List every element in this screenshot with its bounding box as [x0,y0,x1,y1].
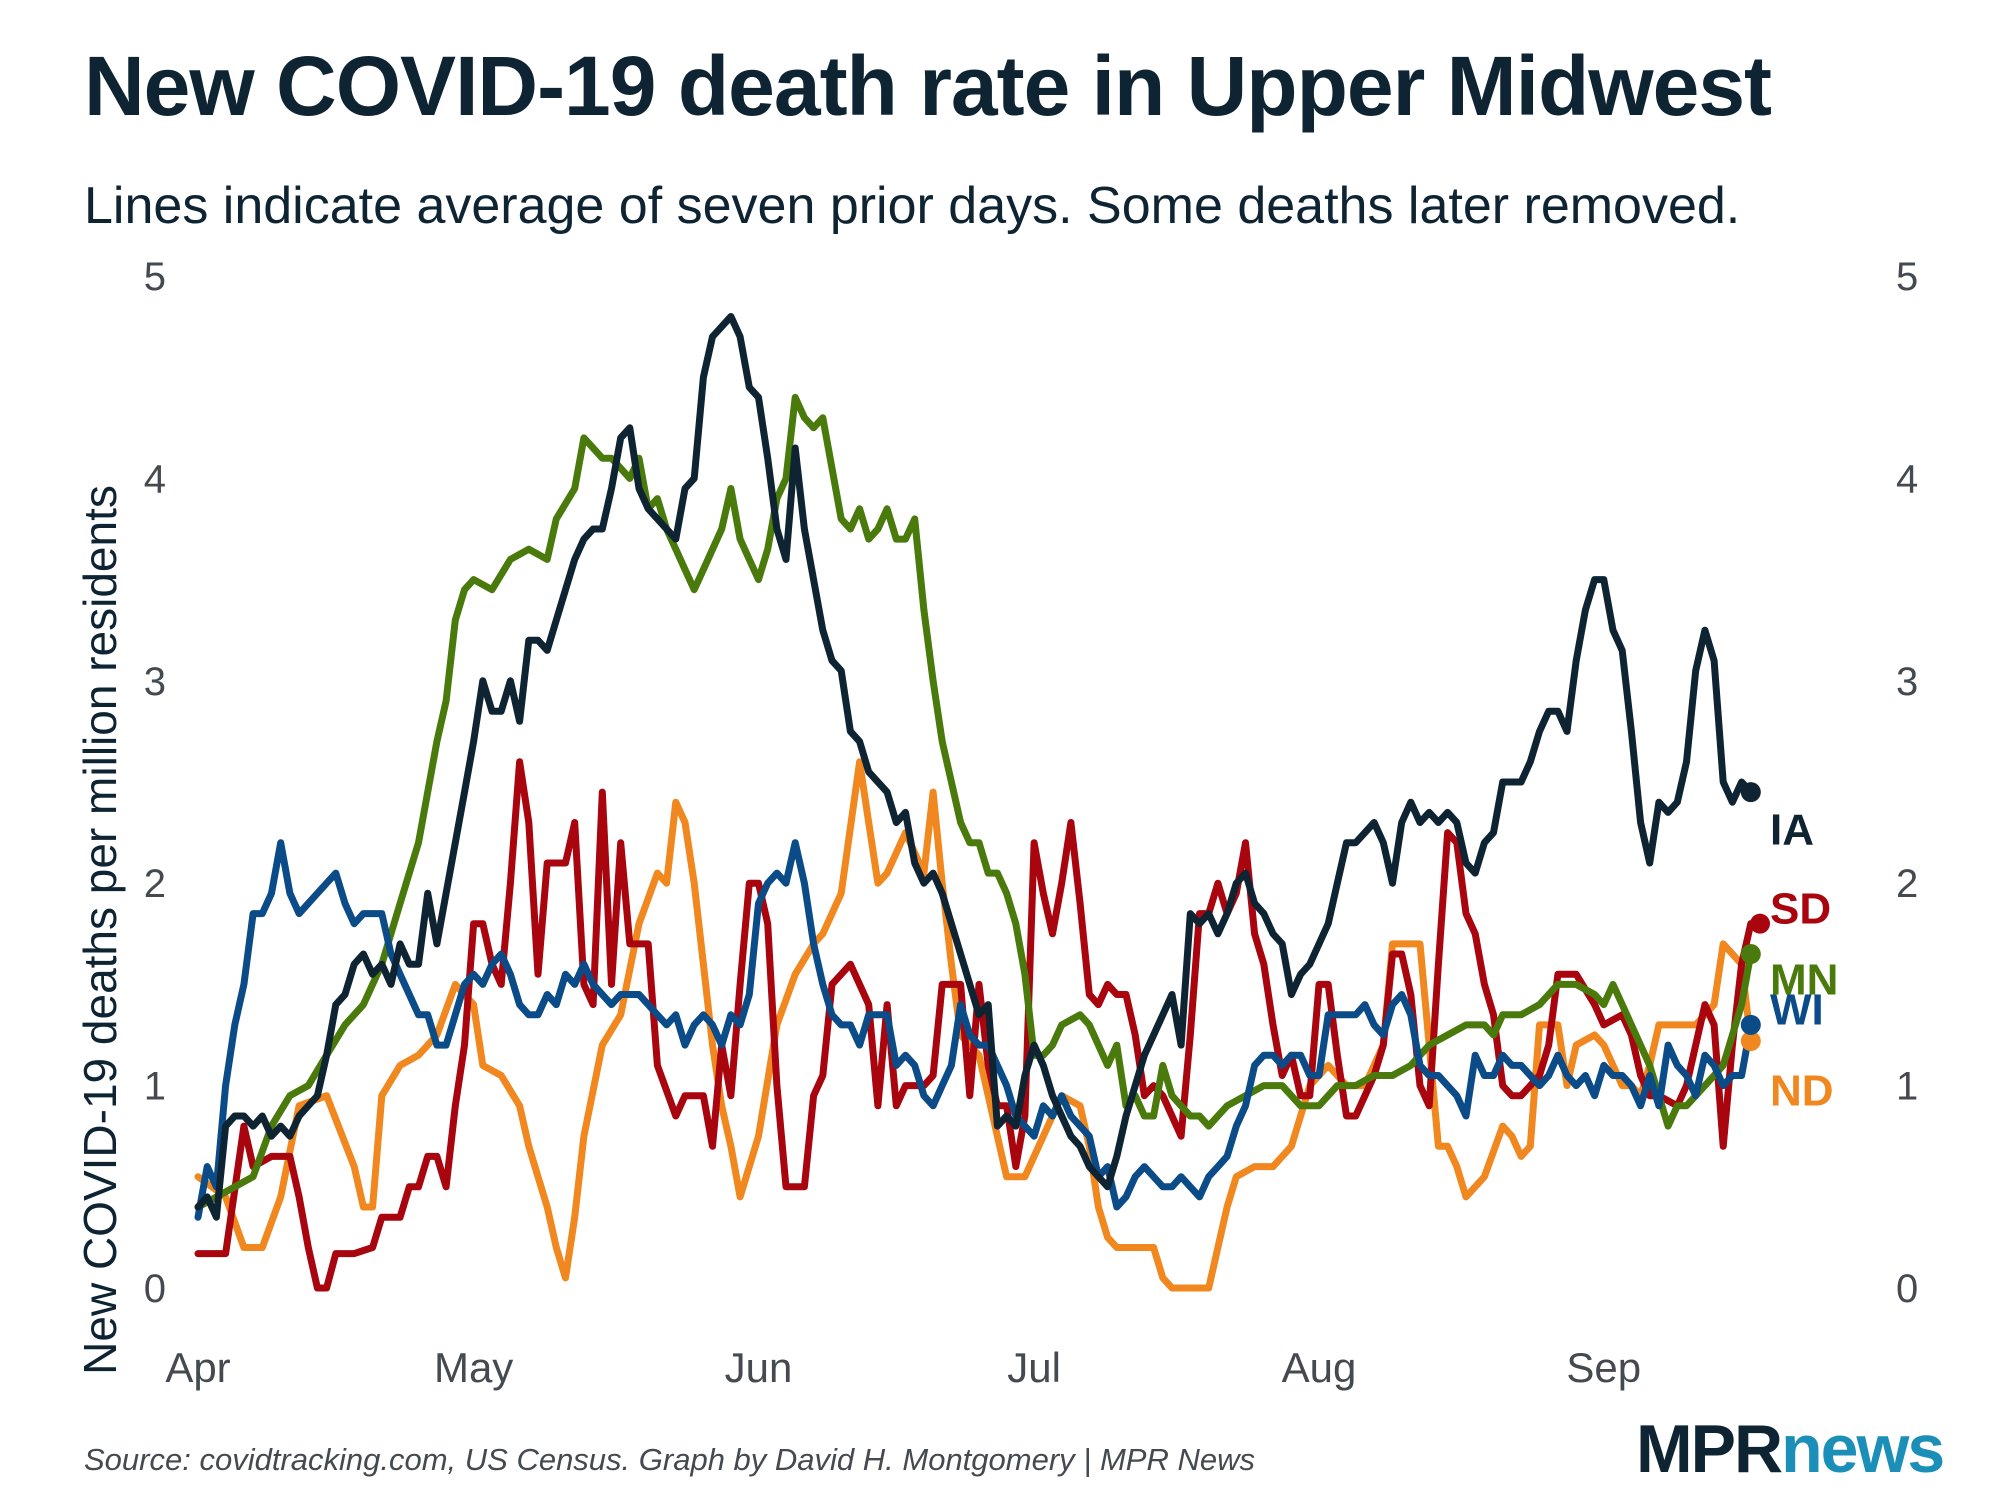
end-markers [1740,782,1770,1052]
series-label-ia: IA [1770,806,1814,855]
series-line-mn [194,393,1755,1211]
logo-mpr: MPR [1636,1411,1783,1487]
y-tick-label-left: 0 [144,1267,166,1311]
end-point-ia [1740,782,1761,803]
y-tick-label-left: 4 [144,457,166,501]
series-label-mn: MN [1770,955,1838,1004]
y-tick-label-right: 1 [1896,1065,1918,1109]
y-tick-label-right: 0 [1896,1267,1918,1311]
logo-news: news [1781,1411,1945,1487]
mpr-news-logo: MPRnews [1636,1410,1945,1488]
x-tick-label: Sep [1566,1344,1641,1391]
series-line-nd [194,758,1755,1292]
chart-title: New COVID-19 death rate in Upper Midwest [84,39,1772,133]
series-label-sd: SD [1770,884,1831,933]
end-point-nd [1740,1031,1761,1052]
x-tick-label: Aug [1282,1344,1357,1391]
source-note: Source: covidtracking.com, US Census. Gr… [84,1442,1255,1477]
y-tick-label-right: 5 [1896,255,1918,299]
y-axis-right: 0 1 2 3 4 5 [1896,255,1918,1311]
y-tick-label-right: 4 [1896,457,1918,501]
end-point-sd [1750,913,1770,934]
series-lines [194,313,1764,1292]
end-point-wi [1740,1014,1761,1035]
x-tick-label: Jul [1007,1344,1061,1391]
x-axis: Apr May Jun Jul Aug Sep [165,1344,1641,1391]
x-tick-label: Apr [165,1344,230,1391]
y-tick-label-left: 2 [144,862,166,906]
x-tick-label: May [434,1344,513,1391]
y-tick-label-left: 5 [144,255,166,299]
series-line-ia [194,313,1755,1221]
end-point-mn [1740,944,1761,965]
y-tick-label-right: 3 [1896,660,1918,704]
y-tick-label-left: 3 [144,660,166,704]
y-axis-left: 0 1 2 3 4 5 [144,255,166,1311]
y-tick-label-left: 1 [144,1065,166,1109]
series-label-wi: WI [1770,986,1824,1035]
series-line-wi [194,839,1755,1221]
y-tick-label-right: 2 [1896,862,1918,906]
series-label-nd: ND [1770,1067,1834,1116]
x-tick-label: Jun [725,1344,793,1391]
y-axis-label: New COVID-19 deaths per million resident… [74,485,126,1375]
chart-subtitle: Lines indicate average of seven prior da… [84,177,1741,235]
